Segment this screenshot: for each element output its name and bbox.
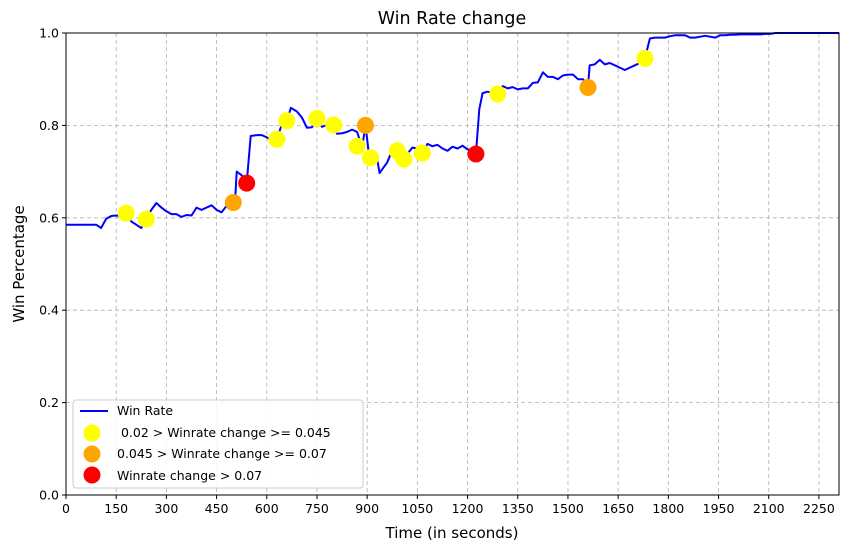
y-tick-label: 0.4	[39, 303, 59, 318]
x-tick-label: 2100	[753, 501, 785, 516]
y-axis-label: Win Percentage	[10, 205, 28, 322]
legend-swatch-orange	[83, 445, 101, 463]
yellow-marker	[137, 210, 155, 228]
yellow-marker	[489, 85, 507, 103]
x-tick-label: 1950	[703, 501, 735, 516]
win-rate-line	[66, 32, 839, 229]
legend-entry-win-rate: Win Rate	[117, 403, 173, 418]
yellow-marker	[395, 150, 413, 168]
legend-swatch-yellow	[83, 424, 101, 442]
x-tick-label: 600	[255, 501, 279, 516]
y-tick-label: 0.6	[39, 210, 59, 225]
orange-marker	[356, 116, 374, 134]
legend-entry-yellow: 0.02 > Winrate change >= 0.045	[117, 425, 331, 440]
legend-entry-red: Winrate change > 0.07	[117, 468, 262, 483]
x-tick-label: 1050	[401, 501, 433, 516]
yellow-marker	[348, 137, 366, 155]
y-tick-label: 0.8	[39, 118, 59, 133]
legend-entry-orange: 0.045 > Winrate change >= 0.07	[117, 446, 327, 461]
yellow-marker	[636, 49, 654, 67]
x-tick-label: 1200	[452, 501, 484, 516]
orange-marker	[579, 79, 597, 97]
yellow-marker	[362, 149, 380, 167]
x-tick-label: 1500	[552, 501, 584, 516]
x-tick-label: 1350	[502, 501, 534, 516]
y-tick-label: 0.0	[39, 488, 59, 503]
plot-frame	[65, 32, 840, 496]
x-tick-label: 450	[205, 501, 229, 516]
x-axis-ticks: 0 150 300 450 600 750 900 1050 1200 1350 1500 1650 1…	[62, 495, 835, 516]
x-tick-label: 750	[305, 501, 329, 516]
legend-swatch-red	[83, 466, 101, 484]
x-tick-label: 0	[62, 501, 70, 516]
yellow-marker	[117, 204, 135, 222]
legend: Win Rate 0.02 > Winrate change >= 0.045 …	[72, 399, 364, 489]
win-rate-line-series	[66, 32, 839, 229]
yellow-marker	[325, 116, 343, 134]
x-tick-label: 1650	[602, 501, 634, 516]
y-axis-ticks: 0.0 0.2 0.4 0.6 0.8 1.0	[39, 26, 66, 503]
x-axis-label: Time (in seconds)	[385, 524, 519, 542]
x-tick-label: 300	[154, 501, 178, 516]
y-tick-label: 1.0	[39, 26, 59, 41]
yellow-marker	[308, 109, 326, 127]
legend-box	[72, 399, 364, 489]
yellow-marker	[413, 144, 431, 162]
marker-series-group	[117, 49, 654, 228]
y-tick-label: 0.2	[39, 395, 59, 410]
chart-title: Win Rate change	[378, 9, 527, 29]
x-tick-label: 150	[104, 501, 128, 516]
x-tick-label: 1800	[652, 501, 684, 516]
red-marker	[238, 174, 256, 192]
yellow-marker	[278, 112, 296, 130]
x-tick-label: 900	[355, 501, 379, 516]
x-tick-label: 2250	[803, 501, 835, 516]
yellow-marker	[268, 130, 286, 148]
red-marker	[467, 145, 485, 163]
orange-marker	[224, 194, 242, 212]
